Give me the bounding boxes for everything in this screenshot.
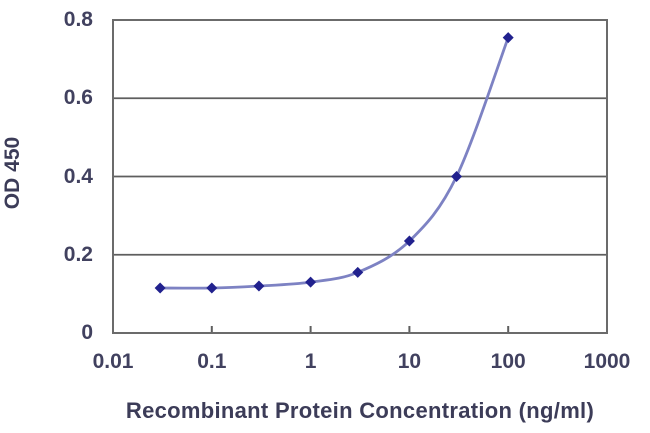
x-tick-label: 100 [490, 350, 526, 373]
x-tick-label: 10 [397, 350, 422, 373]
x-axis-title: Recombinant Protein Concentration (ng/ml… [125, 398, 595, 423]
data-point-marker [403, 235, 415, 247]
y-axis-title: OD 450 [1, 136, 24, 210]
y-tick-label: 0.6 [63, 86, 93, 110]
y-tick-label: 0.4 [63, 164, 93, 188]
data-point-marker [253, 280, 265, 292]
data-point-marker [451, 171, 463, 182]
y-tick-label: 0.8 [63, 8, 93, 31]
y-tick-label: 0.2 [63, 242, 93, 266]
x-tick-label: 0.01 [92, 350, 134, 373]
series-line [160, 37, 510, 290]
x-tick-label: 1 [304, 350, 317, 373]
x-tick-label: 1000 [583, 350, 631, 373]
x-tick-label: 0.1 [197, 350, 227, 373]
plot-frame [112, 19, 608, 334]
data-point-marker [305, 276, 317, 288]
data-point-marker [154, 282, 166, 294]
data-point-marker [502, 32, 514, 44]
data-point-marker [352, 266, 364, 278]
data-point-marker [206, 282, 218, 294]
y-tick-label: 0 [81, 321, 93, 344]
